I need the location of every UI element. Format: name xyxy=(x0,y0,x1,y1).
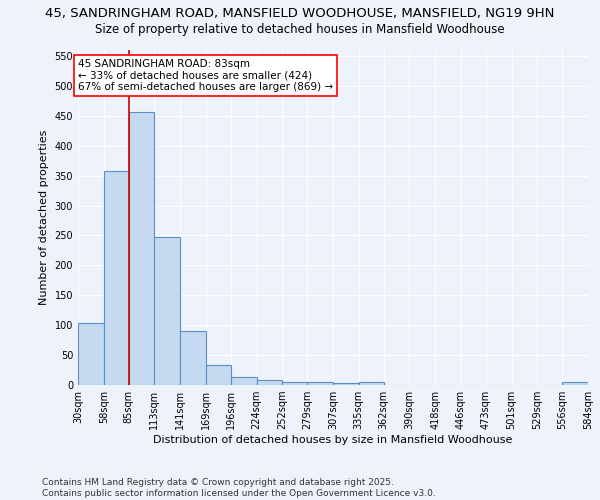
Text: 45 SANDRINGHAM ROAD: 83sqm
← 33% of detached houses are smaller (424)
67% of sem: 45 SANDRINGHAM ROAD: 83sqm ← 33% of deta… xyxy=(78,59,333,92)
Text: 45, SANDRINGHAM ROAD, MANSFIELD WOODHOUSE, MANSFIELD, NG19 9HN: 45, SANDRINGHAM ROAD, MANSFIELD WOODHOUS… xyxy=(46,8,554,20)
Bar xyxy=(307,382,333,385)
Bar xyxy=(78,324,104,385)
Bar xyxy=(180,331,206,385)
Bar xyxy=(154,237,180,385)
Text: Size of property relative to detached houses in Mansfield Woodhouse: Size of property relative to detached ho… xyxy=(95,22,505,36)
Bar xyxy=(333,382,359,385)
Bar xyxy=(206,364,231,385)
Bar xyxy=(231,376,257,385)
Bar xyxy=(562,382,588,385)
Text: Contains HM Land Registry data © Crown copyright and database right 2025.
Contai: Contains HM Land Registry data © Crown c… xyxy=(42,478,436,498)
Y-axis label: Number of detached properties: Number of detached properties xyxy=(39,130,49,305)
Bar xyxy=(128,112,154,385)
Bar xyxy=(104,172,128,385)
X-axis label: Distribution of detached houses by size in Mansfield Woodhouse: Distribution of detached houses by size … xyxy=(154,435,512,445)
Bar xyxy=(359,382,383,385)
Bar xyxy=(283,382,307,385)
Bar xyxy=(257,380,283,385)
